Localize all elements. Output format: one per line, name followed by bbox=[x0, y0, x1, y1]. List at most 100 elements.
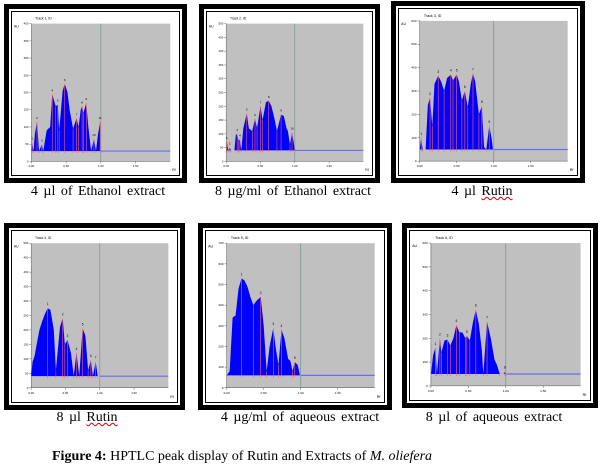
peak-label: 6 bbox=[254, 113, 256, 117]
track-label: Track 3, ID bbox=[424, 14, 442, 18]
y-tick-label: 100 bbox=[411, 136, 416, 140]
caption-word-rutin: Rutin bbox=[481, 184, 513, 199]
peak-label: 8 bbox=[504, 366, 506, 370]
y-tick-label: 700 bbox=[218, 241, 223, 245]
peak-label: 7 bbox=[472, 68, 474, 72]
y-tick-label: 350 bbox=[24, 39, 29, 43]
peak-label: 6 bbox=[464, 85, 466, 89]
x-tick-label: 1.00 bbox=[98, 164, 104, 168]
peak-label: 2 bbox=[36, 116, 38, 120]
y-axis-label: AU bbox=[412, 244, 417, 248]
peak-label: 1 bbox=[241, 272, 243, 276]
y-tick-label: 400 bbox=[24, 22, 29, 26]
x-axis-label: Rf bbox=[583, 393, 587, 397]
peak-label: 3 bbox=[67, 334, 69, 338]
x-tick-label: 1.00 bbox=[491, 164, 497, 168]
y-tick-label: 100 bbox=[218, 365, 223, 369]
x-tick-label: 0.00 bbox=[28, 391, 34, 395]
peak-label: 7 bbox=[76, 112, 78, 116]
caption-text: 4 µl of Ethanol extract bbox=[30, 184, 166, 199]
y-tick-label: 100 bbox=[24, 357, 29, 361]
figure-caption: Figure 4: HPTLC peak display of Rutin an… bbox=[52, 449, 432, 465]
peak-label: 2 bbox=[62, 312, 64, 316]
caption-text: 8 µl of aqueous extract bbox=[425, 410, 563, 425]
y-tick-label: 400 bbox=[24, 270, 29, 274]
peak-label: 7 bbox=[260, 100, 262, 104]
peak-label: 5 bbox=[57, 99, 59, 103]
peak-label: 2 bbox=[229, 142, 231, 146]
y-tick-label: 400 bbox=[411, 66, 416, 70]
chromatogram-2: Track 2, IDAU050100150200250300350400450… bbox=[209, 17, 369, 172]
y-tick-label: 350 bbox=[24, 285, 29, 289]
y-tick-label: 300 bbox=[423, 313, 429, 317]
y-tick-label: 350 bbox=[219, 63, 224, 67]
y-tick-label: 400 bbox=[218, 303, 223, 307]
y-tick-label: 600 bbox=[218, 262, 223, 266]
y-tick-label: 300 bbox=[411, 89, 416, 93]
peak-label: 6 bbox=[64, 78, 66, 82]
caption-text: 4 µg/ml of aqueous extract bbox=[220, 410, 380, 425]
y-tick-label: 150 bbox=[24, 108, 29, 112]
y-tick-label: 0 bbox=[27, 386, 29, 390]
y-tick-label: 600 bbox=[411, 19, 416, 23]
peak-label: 7 bbox=[486, 316, 488, 320]
x-tick-label: 1.00 bbox=[298, 391, 304, 395]
peak-label: 3 bbox=[272, 322, 274, 326]
y-tick-label: 500 bbox=[411, 42, 416, 46]
x-tick-label: 1.50 bbox=[133, 164, 139, 168]
peak-label: 8 bbox=[268, 95, 270, 99]
y-tick-label: 300 bbox=[24, 56, 29, 60]
peak-label: 7 bbox=[95, 356, 97, 360]
y-tick-label: 300 bbox=[218, 324, 223, 328]
y-tick-label: 100 bbox=[423, 360, 429, 364]
y-tick-label: 250 bbox=[24, 313, 29, 317]
chromatogram-panel-3: Track 3, ID AU 0 100 200 300 400 500 600 0.00 0.50… bbox=[391, 1, 585, 183]
y-tick-label: 450 bbox=[24, 256, 29, 260]
x-tick-label: 1.50 bbox=[528, 164, 534, 168]
peak-label: 2 bbox=[429, 92, 431, 96]
peak-label: 1 bbox=[420, 132, 422, 136]
peak-label: 3 bbox=[446, 334, 448, 338]
chromatogram-panel-5: Track 5, ID AU 0 100 200 300 400 500 600 700 0.00 0… bbox=[198, 223, 392, 410]
chromatogram-4: Track 4, IDAU050100150200250300350400450… bbox=[14, 236, 174, 399]
y-tick-label: 0 bbox=[426, 384, 428, 388]
y-axis-label: AU bbox=[14, 244, 19, 248]
figure-label: Figure 4: bbox=[52, 449, 107, 464]
caption-text: 8 µl bbox=[56, 410, 87, 425]
y-tick-label: 50 bbox=[25, 371, 29, 375]
peak-label: 4 bbox=[76, 347, 78, 351]
panel-caption-2: 8 µg/ml of Ethanol extract bbox=[215, 184, 371, 200]
peak-label: 5 bbox=[246, 107, 248, 111]
y-tick-label: 200 bbox=[24, 91, 29, 95]
x-tick-label: 0.50 bbox=[63, 391, 69, 395]
y-tick-label: 250 bbox=[219, 90, 224, 94]
peak-label: 1 bbox=[31, 137, 33, 141]
peak-label: 4 bbox=[51, 88, 53, 92]
y-tick-label: 100 bbox=[24, 125, 29, 129]
chromatogram-panel-2: Track 2, ID AU 0 50 100 150 200 250 300 350 400 450… bbox=[199, 4, 380, 183]
y-tick-label: 600 bbox=[423, 241, 429, 245]
y-tick-label: 200 bbox=[24, 328, 29, 332]
panel-caption-3: 4 µl Rutin bbox=[451, 184, 512, 200]
y-axis-label: AU bbox=[14, 25, 19, 29]
x-tick-label: 0.00 bbox=[224, 391, 230, 395]
x-axis-label: Rf bbox=[570, 168, 574, 172]
y-tick-label: 300 bbox=[24, 299, 29, 303]
y-tick-label: 500 bbox=[218, 283, 223, 287]
y-tick-label: 500 bbox=[24, 241, 29, 245]
x-tick-label: 0.50 bbox=[261, 391, 267, 395]
peak-label: 1 bbox=[47, 302, 49, 306]
chromatogram-6: Track 6, ID AU 0 100 200 300 400 500 600 0.00 0.50… bbox=[412, 236, 587, 397]
peak-label: 6 bbox=[90, 354, 92, 358]
x-tick-label: 1.50 bbox=[540, 389, 546, 393]
y-tick-label: 0 bbox=[415, 159, 417, 163]
x-tick-label: 1.50 bbox=[131, 391, 137, 395]
y-tick-label: 150 bbox=[219, 118, 224, 122]
peak-label: 2 bbox=[260, 291, 262, 295]
y-tick-label: 200 bbox=[218, 344, 223, 348]
x-axis-label: Rf bbox=[377, 395, 381, 399]
peak-label: 8 bbox=[481, 100, 483, 104]
caption-text: 8 µg/ml of Ethanol extract bbox=[214, 184, 372, 199]
peak-label: 5 bbox=[82, 322, 84, 326]
x-tick-label: 0.00 bbox=[29, 164, 35, 168]
